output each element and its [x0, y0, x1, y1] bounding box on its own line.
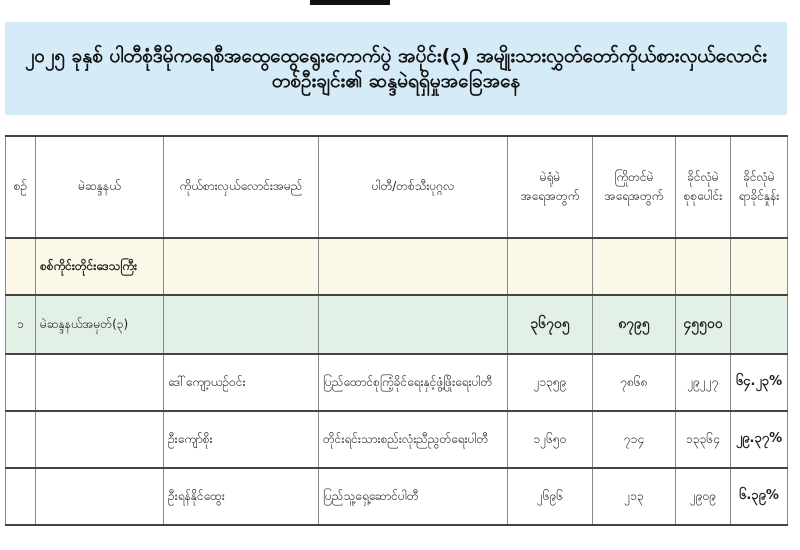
party-name: တိုင်းရင်းသားစည်းလုံးညီညွတ်ရေးပါတီ	[318, 410, 508, 469]
serial: ၁	[5, 294, 36, 355]
header-text: အရေအတွက်	[520, 189, 580, 203]
constituency-row: ၁ မဲဆန္ဒနယ်အမှတ်(၃) ၃၆၇၀၅ ၈၇၉၅ ၄၅၅၀၀	[5, 294, 788, 355]
cell	[35, 353, 164, 412]
candidate-name: ဒေါ်ကျော့ယဉ်ဝင်း	[163, 353, 319, 412]
cell	[5, 467, 36, 526]
header-text: ရာခိုင်နှုန်း	[738, 189, 780, 203]
poll-votes: ၂၆၉၆	[507, 467, 593, 526]
table-row: ဦးကျော်စိုး တိုင်းရင်းသားစည်းလုံးညီညွတ်ရ…	[5, 410, 788, 469]
header-text: အရေအတွက်	[604, 189, 664, 203]
cell	[35, 467, 164, 526]
valid-pct: ၂၉.၃၇%	[730, 410, 788, 469]
cell	[35, 410, 164, 469]
advance-votes: ၇၁၄	[592, 410, 676, 469]
valid-total: ၄၅၅၀၀	[675, 294, 731, 355]
header-text: မဲရုံမဲ	[539, 169, 561, 184]
cell	[318, 237, 508, 296]
table-row: ဒေါ်ကျော့ယဉ်ဝင်း ပြည်ထောင်စုကြံ့ခိုင်ရေး…	[5, 353, 788, 412]
cell	[163, 237, 319, 296]
header-candidate: ကိုယ်စားလှယ်လောင်းအမည်	[163, 135, 319, 239]
header-valid-pct: ခိုင်လုံမဲရာခိုင်နှုန်း	[730, 135, 788, 239]
header-advance-votes: ကြိုတင်မဲအရေအတွက်	[592, 135, 676, 239]
valid-pct: ၆၄.၂၃%	[730, 353, 788, 412]
valid-total: ၁၃၃၆၄	[675, 410, 731, 469]
party-name: ပြည်ထောင်စုကြံ့ခိုင်ရေးနှင့်ဖွံ့ဖြိုးရေး…	[318, 353, 508, 412]
cell	[5, 237, 36, 296]
page-title: ၂၀၂၅ ခုနှစ် ပါတီစုံဒီမိုကရေစီအထွေထွေရွေး…	[24, 44, 768, 92]
cell	[318, 294, 508, 355]
valid-pct: ၆.၃၉%	[730, 467, 788, 526]
cell	[675, 237, 731, 296]
header-serial: စဉ်	[5, 135, 36, 239]
results-table: စဉ် မဲဆန္ဒနယ် ကိုယ်စားလှယ်လောင်းအမည် ပါတ…	[5, 135, 788, 526]
cell	[163, 294, 319, 355]
region-row: စစ်ကိုင်းတိုင်းဒေသကြီး	[5, 237, 788, 296]
region-name: စစ်ကိုင်းတိုင်းဒေသကြီး	[35, 237, 164, 296]
valid-total: ၂၉၂၂၇	[675, 353, 731, 412]
header-poll-votes: မဲရုံမဲအရေအတွက်	[507, 135, 593, 239]
header-row: စဉ် မဲဆန္ဒနယ် ကိုယ်စားလှယ်လောင်းအမည် ပါတ…	[5, 135, 788, 239]
constituency-name: မဲဆန္ဒနယ်အမှတ်(၃)	[35, 294, 164, 355]
poll-votes: ၁၂၆၅၀	[507, 410, 593, 469]
candidate-name: ဦးရန်နိုင်ထွေး	[163, 467, 319, 526]
party-name: ပြည်သူ့ရှေ့ဆောင်ပါတီ	[318, 467, 508, 526]
cell	[730, 294, 788, 355]
header-text: စုစုပေါင်း	[683, 189, 723, 203]
table-row: ဦးရန်နိုင်ထွေး ပြည်သူ့ရှေ့ဆောင်ပါတီ ၂၆၉၆…	[5, 467, 788, 526]
top-bar-decoration	[310, 0, 390, 5]
header-party: ပါတီ/တစ်သီးပုဂ္ဂလ	[318, 135, 508, 239]
cell	[592, 237, 676, 296]
advance-votes: ၈၇၉၅	[592, 294, 676, 355]
cell	[5, 410, 36, 469]
header-text: ခိုင်လုံမဲ	[687, 169, 719, 184]
header-text: ကြိုတင်မဲ	[614, 169, 654, 184]
header-text: ခိုင်လုံမဲ	[743, 169, 775, 184]
advance-votes: ၇၈၆၈	[592, 353, 676, 412]
advance-votes: ၂၁၃	[592, 467, 676, 526]
header-valid-total: ခိုင်လုံမဲစုစုပေါင်း	[675, 135, 731, 239]
poll-votes: ၂၁၃၅၉	[507, 353, 593, 412]
cell	[507, 237, 593, 296]
title-banner: ၂၀၂၅ ခုနှစ် ပါတီစုံဒီမိုကရေစီအထွေထွေရွေး…	[5, 22, 787, 115]
poll-votes: ၃၆၇၀၅	[507, 294, 593, 355]
header-constituency: မဲဆန္ဒနယ်	[35, 135, 164, 239]
valid-total: ၂၉၀၉	[675, 467, 731, 526]
cell	[730, 237, 788, 296]
candidate-name: ဦးကျော်စိုး	[163, 410, 319, 469]
cell	[5, 353, 36, 412]
